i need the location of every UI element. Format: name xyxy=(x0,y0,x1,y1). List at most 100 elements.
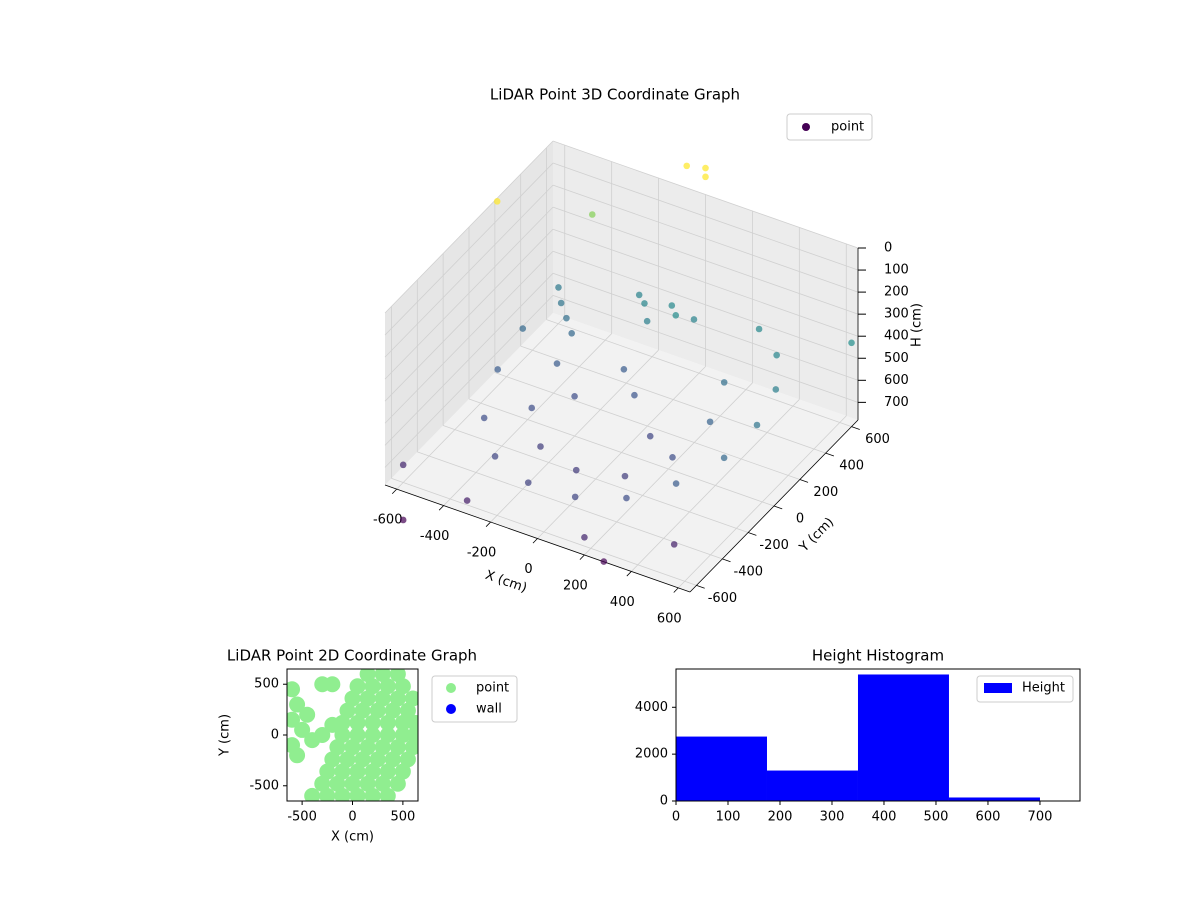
point xyxy=(480,414,488,422)
point xyxy=(394,714,411,731)
grid-line xyxy=(384,184,554,358)
point xyxy=(394,727,411,743)
point xyxy=(404,739,418,756)
point xyxy=(349,787,366,801)
z-axis-label: H (cm) xyxy=(910,303,925,347)
point xyxy=(755,325,763,333)
point xyxy=(379,787,396,801)
point xyxy=(349,763,366,780)
point xyxy=(314,727,331,743)
x-tick-label: 400 xyxy=(610,595,635,610)
point xyxy=(702,173,709,181)
point xyxy=(581,534,588,541)
grid-line xyxy=(384,273,554,446)
point xyxy=(394,678,411,695)
point xyxy=(399,461,407,469)
z-tick-label: 700 xyxy=(884,395,909,410)
x-tick-label: -500 xyxy=(287,810,317,825)
x-tick-label: 0 xyxy=(524,562,532,577)
x-tick-label: 600 xyxy=(657,611,682,626)
y-tick-label: 500 xyxy=(254,677,279,692)
y-tick-label: 0 xyxy=(271,728,279,743)
tick-mark xyxy=(851,426,860,430)
legend-label: wall xyxy=(476,702,502,717)
point xyxy=(379,714,396,731)
point xyxy=(555,284,562,291)
grid-line xyxy=(384,228,554,402)
point xyxy=(524,479,532,486)
point xyxy=(314,676,331,693)
x-tick-label: 400 xyxy=(872,810,897,825)
point xyxy=(287,711,301,728)
point xyxy=(623,494,630,502)
y-tick-label: -600 xyxy=(708,591,738,606)
point xyxy=(706,418,714,426)
point xyxy=(588,211,596,218)
point xyxy=(374,690,391,707)
tick-mark xyxy=(673,587,679,593)
legend-box xyxy=(976,675,1074,703)
point xyxy=(359,690,376,707)
z-tick-label: 500 xyxy=(884,351,909,366)
grid-line xyxy=(384,140,554,314)
grid-line xyxy=(552,228,859,337)
x-tick-label: 200 xyxy=(768,810,793,825)
x-axis-line xyxy=(384,484,691,593)
point xyxy=(494,366,502,373)
point xyxy=(384,702,401,719)
point xyxy=(334,727,351,743)
point xyxy=(399,751,416,768)
grid-line xyxy=(552,184,859,293)
point xyxy=(702,164,709,172)
point xyxy=(289,696,306,713)
point xyxy=(364,787,381,801)
z-tick-label: 600 xyxy=(884,373,909,388)
bar xyxy=(948,797,1040,801)
x-tick-label: -400 xyxy=(420,529,450,544)
point xyxy=(349,678,366,695)
point xyxy=(672,312,680,319)
x-tick-label: 600 xyxy=(976,810,1001,825)
point xyxy=(374,775,391,792)
bar xyxy=(676,736,767,801)
bar xyxy=(857,674,949,801)
grid-line xyxy=(552,162,859,271)
axes-frame xyxy=(675,668,1081,802)
point xyxy=(289,747,306,764)
grid-line xyxy=(546,319,852,427)
y-tick-label: -400 xyxy=(734,564,764,579)
x-tick-label: 300 xyxy=(820,810,845,825)
point xyxy=(668,302,676,309)
grid-line xyxy=(552,294,859,403)
tick-mark xyxy=(391,488,398,495)
x-axis-label: X (cm) xyxy=(483,568,529,596)
point xyxy=(773,351,780,359)
point xyxy=(537,443,544,450)
legend-label: Height xyxy=(1022,681,1065,696)
point xyxy=(491,453,499,460)
point xyxy=(406,714,418,731)
tick-mark xyxy=(696,585,705,589)
grid-line xyxy=(552,140,859,249)
x-tick-label: 700 xyxy=(1028,810,1053,825)
z-tick-label: 200 xyxy=(884,285,909,300)
point xyxy=(364,763,381,780)
z-tick-label: 400 xyxy=(884,329,909,344)
point xyxy=(374,739,391,756)
point xyxy=(369,702,386,719)
point xyxy=(463,497,471,504)
point xyxy=(344,690,361,707)
point xyxy=(319,763,336,780)
point xyxy=(519,325,527,332)
bar xyxy=(766,770,858,801)
point xyxy=(683,162,691,170)
point xyxy=(571,393,578,400)
point xyxy=(772,386,780,393)
x-tick-label: 100 xyxy=(716,810,741,825)
grid-line xyxy=(552,250,859,359)
point xyxy=(620,365,628,373)
point xyxy=(379,727,396,743)
grid-line xyxy=(391,478,697,586)
point xyxy=(635,291,643,299)
x-tick-label: 500 xyxy=(390,810,415,825)
